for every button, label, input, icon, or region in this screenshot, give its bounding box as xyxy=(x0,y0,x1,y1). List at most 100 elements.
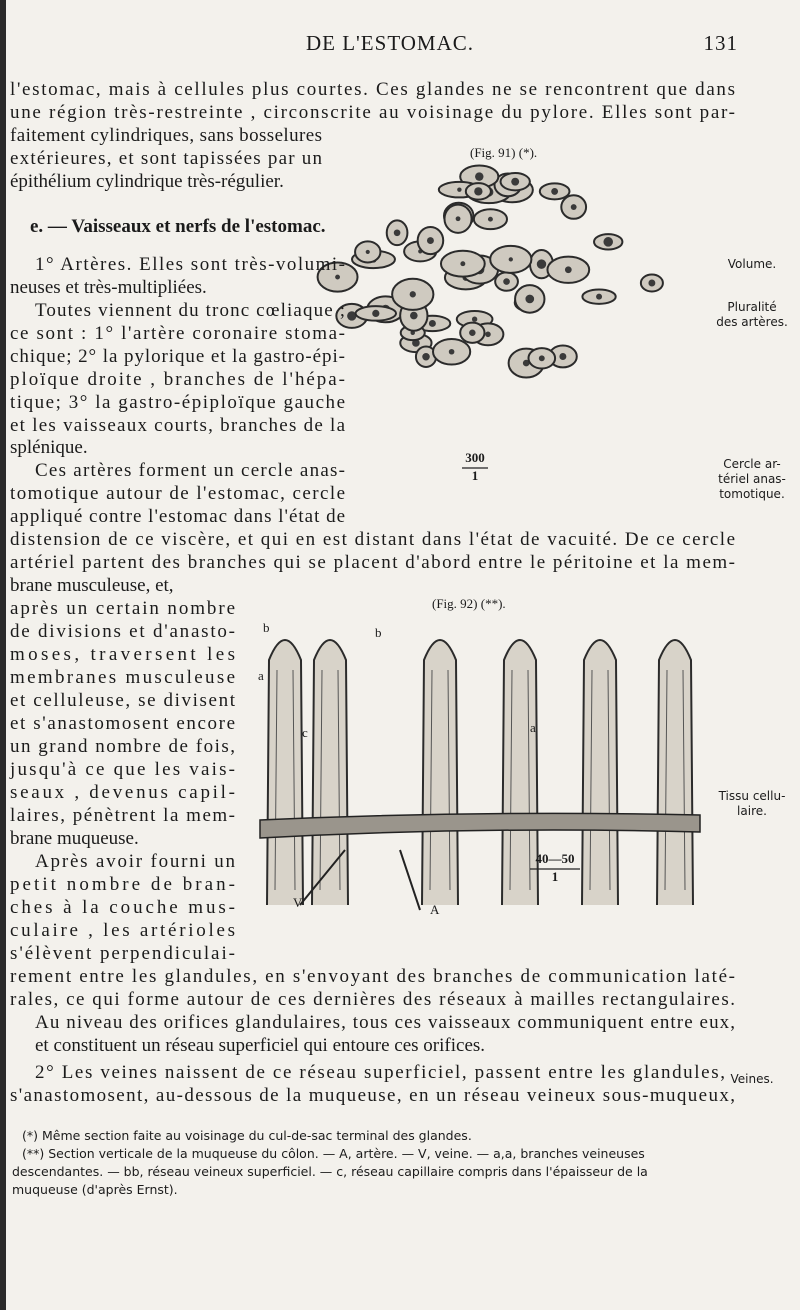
gland-lumen xyxy=(570,204,577,210)
gland-lumen xyxy=(448,348,455,355)
figure-label: c xyxy=(302,725,308,740)
body-line: une région très-restreinte , circonscrit… xyxy=(10,102,735,123)
gland-lumen xyxy=(508,257,513,262)
gland-lumen xyxy=(460,261,466,267)
gland-lumen xyxy=(603,237,613,247)
footnote: (**) Section verticale de la muqueuse du… xyxy=(22,1146,645,1161)
figure-caption: (Fig. 91) (*). xyxy=(470,145,537,160)
gland-lumen xyxy=(393,229,401,237)
footnote: descendantes. — bb, réseau veineux super… xyxy=(12,1164,648,1179)
figure-caption: (Fig. 92) (**). xyxy=(432,596,506,611)
gland-lumen xyxy=(426,237,434,245)
body-line: rales, ce qui forme autour de ces derniè… xyxy=(10,989,735,1010)
body-line: Ces artères forment un cercle anas- xyxy=(35,460,345,481)
body-line: extérieures, et sont tapissées par un xyxy=(10,148,322,169)
body-line: et s'anastomosent encore xyxy=(10,713,235,734)
gland-tube xyxy=(581,639,619,906)
gland-tube xyxy=(656,639,694,906)
margin-note: tériel anas- xyxy=(718,472,786,486)
margin-note: laire. xyxy=(737,804,767,818)
margin-note: Veines. xyxy=(730,1072,773,1086)
gland-tube xyxy=(266,639,304,906)
body-line: l'estomac, mais à cellules plus courtes.… xyxy=(10,79,735,100)
scale-numerator: 40—50 xyxy=(536,851,575,866)
gland-lumen xyxy=(372,309,380,318)
body-line: faitement cylindriques, sans bosselures xyxy=(10,125,322,146)
margin-note: Pluralité xyxy=(727,300,776,314)
gland-lumen xyxy=(474,187,483,196)
figure-92: (Fig. 92) (**). b b a c a V A 40—50 1 xyxy=(258,596,701,917)
gland-lumen xyxy=(648,279,656,287)
body-line: tique; 3° la gastro-épiploïque gauche xyxy=(10,392,345,413)
gland-lumen xyxy=(422,352,430,361)
margin-note: Tissu cellu- xyxy=(718,789,786,803)
body-line: splénique. xyxy=(10,437,88,458)
scale-numerator: 300 xyxy=(465,450,485,465)
gland-lumen xyxy=(471,316,478,322)
body-line: s'élèvent perpendiculai- xyxy=(10,943,235,964)
margin-note: Cercle ar- xyxy=(723,457,780,471)
gland-lumen xyxy=(487,216,493,222)
capillary xyxy=(664,669,686,891)
figure-label: A xyxy=(430,902,440,917)
vessel-network xyxy=(259,812,701,839)
footnote: (*) Même section faite au voisinage du c… xyxy=(22,1128,472,1143)
capillary xyxy=(319,669,341,891)
vein xyxy=(299,849,421,911)
body-line: culaire , les artérioles xyxy=(10,920,235,941)
gland-lumen xyxy=(559,352,567,360)
running-head: DE L'ESTOMAC. xyxy=(306,31,474,55)
gland-lumen xyxy=(564,266,572,274)
margin-note: des artères. xyxy=(716,315,788,329)
margin-note: Volume. xyxy=(728,257,776,271)
body-line: et constituent un réseau superficiel qui… xyxy=(35,1035,485,1056)
body-line: après un certain nombre xyxy=(10,598,235,619)
figure-91: (Fig. 91) (*). 300 1 xyxy=(316,145,664,483)
gland-lumen xyxy=(365,249,370,255)
gland-lumen xyxy=(457,187,462,192)
body-line: tomotique autour de l'estomac, cercle xyxy=(10,483,345,504)
body-line: distension de ce viscère, et qui en est … xyxy=(10,529,735,550)
gland-lumen xyxy=(335,274,340,280)
gland-lumen xyxy=(475,172,484,181)
body-line: ploïque droite , branches de l'hépa- xyxy=(10,369,345,390)
gland-lumen xyxy=(503,278,510,285)
gland-lumen xyxy=(551,187,559,195)
gland-lumen xyxy=(455,216,461,222)
figure-label: b xyxy=(263,620,270,635)
body-line: ce sont : 1° l'artère coronaire stoma- xyxy=(10,323,345,344)
capillary xyxy=(589,669,611,891)
figure-label: b xyxy=(375,625,382,640)
body-line: jusqu'à ce que les vais- xyxy=(9,759,235,780)
body-line: s'anastomosent, au-dessous de la muqueus… xyxy=(10,1085,735,1106)
body-line: brane musculeuse, et, xyxy=(10,575,174,596)
body-line: un grand nombre de fois, xyxy=(10,736,235,757)
section-heading: e. — Vaisseaux et nerfs de l'estomac. xyxy=(30,216,326,237)
body-line: appliqué contre l'estomac dans l'état de xyxy=(10,506,345,527)
gland-lumen xyxy=(485,331,491,338)
scale-denominator: 1 xyxy=(472,468,479,483)
gland-lumen xyxy=(538,355,545,362)
body-line: Au niveau des orifices glandulaires, tou… xyxy=(35,1012,735,1033)
footnote: muqueuse (d'après Ernst). xyxy=(12,1182,178,1197)
body-line: neuses et très-multipliées. xyxy=(10,277,207,298)
gland-lumen xyxy=(409,291,416,298)
body-line: de divisions et d'anasto- xyxy=(10,621,235,642)
gland-tube xyxy=(501,639,539,906)
figure-label: V xyxy=(293,895,303,910)
figure-label: a xyxy=(530,720,536,735)
body-line: moses, traversent les xyxy=(10,644,235,665)
gland-lumen xyxy=(410,311,418,320)
capillary xyxy=(274,669,296,891)
body-line: Toutes viennent du tronc cœliaque ; xyxy=(35,300,345,321)
body-line: petit nombre de bran- xyxy=(10,874,235,895)
binding-edge xyxy=(0,0,6,1310)
gland-tube xyxy=(421,639,459,906)
gland-lumen xyxy=(525,294,535,304)
scale-denominator: 1 xyxy=(552,869,559,884)
gland-lumen xyxy=(511,177,520,186)
capillary xyxy=(429,669,451,891)
gland-lumen xyxy=(469,329,476,336)
gland-lumen xyxy=(596,293,603,300)
body-line: épithélium cylindrique très-régulier. xyxy=(10,171,284,192)
